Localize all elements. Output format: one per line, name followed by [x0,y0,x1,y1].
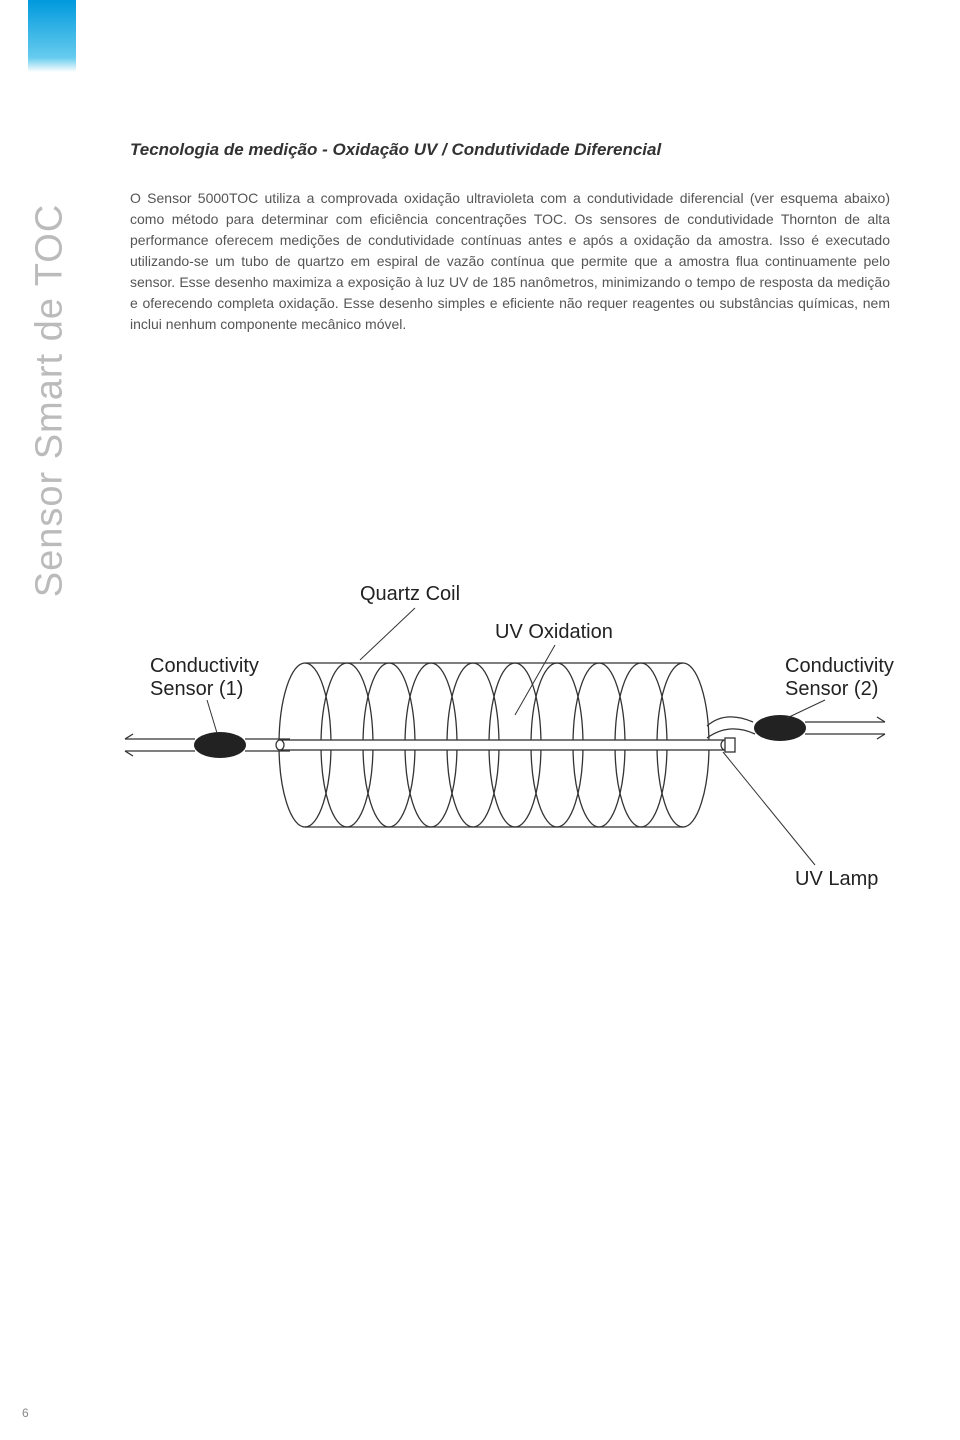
label-quartz-coil: Quartz Coil [360,583,460,605]
section-title: Tecnologia de medição - Oxidação UV / Co… [130,140,890,160]
page-number: 6 [22,1406,29,1420]
label-uv-lamp: UV Lamp [795,868,878,890]
sidebar-vertical-title: Sensor Smart de TOC [20,140,80,660]
main-content: Tecnologia de medição - Oxidação UV / Co… [130,140,890,335]
section-paragraph: O Sensor 5000TOC utiliza a comprovada ox… [130,188,890,335]
uv-lamp-shape [276,738,735,752]
sensor-1-shape [194,732,246,758]
sensor-diagram: Quartz Coil UV Oxidation Conductivity Se… [115,560,915,940]
label-sensor1-l2: Sensor (1) [150,678,243,700]
label-sensor2-l1: Conductivity [785,655,894,677]
header-accent-tab [28,0,76,72]
sidebar-label: Sensor Smart de TOC [29,203,72,597]
label-uv-oxidation: UV Oxidation [495,621,613,643]
sensor-2-shape [754,715,806,741]
label-sensor2-l2: Sensor (2) [785,678,878,700]
label-sensor1-l1: Conductivity [150,655,259,677]
